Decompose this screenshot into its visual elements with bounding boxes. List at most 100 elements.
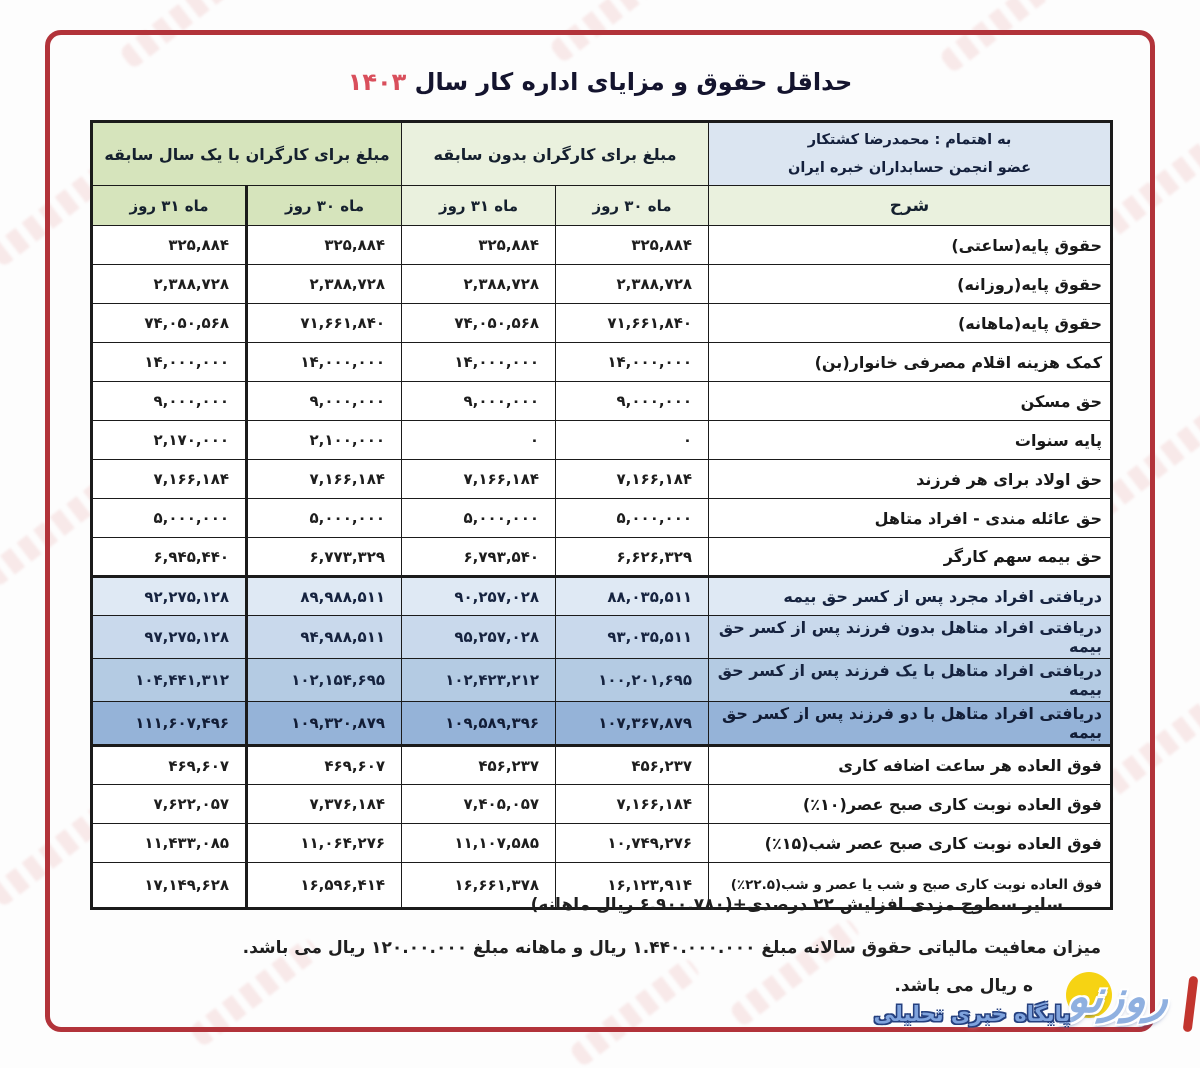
value-cell: ۷,۱۶۶,۱۸۴ [90,459,248,499]
row-label: دریافتی افراد مجرد پس از کسر حق بیمه [708,575,1113,616]
value-cell: ۷۴,۰۵۰,۵۶۸ [90,303,248,343]
row-label: دریافتی افراد متاهل با یک فرزند پس از کس… [708,658,1113,702]
value-cell: ۲,۳۸۸,۷۲۸ [245,264,403,304]
value-cell: ۱۶,۵۹۶,۴۱۴ [245,862,403,909]
table-row: حق عائله مندی - افراد متاهل ۵,۰۰۰,۰۰۰ ۵,۰۰… [90,498,1113,538]
value-cell: ۵,۰۰۰,۰۰۰ [401,498,557,538]
value-cell: ۱۰۲,۴۲۳,۲۱۲ [401,658,557,702]
value-cell: ۴۶۹,۶۰۷ [245,745,403,785]
value-cell: ۳۲۵,۸۸۴ [555,225,710,265]
value-cell: ۱۴,۰۰۰,۰۰۰ [555,342,710,382]
page-title: حداقل حقوق و مزایای اداره کار سال ۱۴۰۳ [45,68,1155,96]
value-cell: ۱۰۲,۱۵۴,۶۹۵ [245,658,403,702]
value-cell: ۸۸,۰۳۵,۵۱۱ [555,575,710,616]
row-label: حق اولاد برای هر فرزند [708,459,1113,499]
subheader-no-31: ماه ۳۱ روز [401,185,557,226]
value-cell: ۱۰۷,۳۶۷,۸۷۹ [555,701,710,747]
value-cell: ۴۶۹,۶۰۷ [90,745,248,785]
row-label: فوق العاده نوبت کاری صبح عصر(۱۰٪) [708,784,1113,824]
note-partial: ه ریال می باشد. [894,976,1033,996]
value-cell: ۳۲۵,۸۸۴ [90,225,248,265]
value-cell: ۹,۰۰۰,۰۰۰ [245,381,403,421]
row-label: حق مسکن [708,381,1113,421]
subheader-yr-31: ماه ۳۱ روز [90,185,248,226]
row-label: دریافتی افراد متاهل بدون فرزند پس از کسر… [708,615,1113,659]
value-cell: ۷۱,۶۶۱,۸۴۰ [555,303,710,343]
header-group-row: به اهتمام : محمدرضا کشتکار عضو انجمن حسا… [89,121,1113,186]
value-cell: ۲,۳۸۸,۷۲۸ [555,264,710,304]
logo-tagline: پایگاه خبری تحلیلی [873,1002,1071,1026]
table-row: حق اولاد برای هر فرزند ۷,۱۶۶,۱۸۴ ۷,۱۶۶,۱۸۴… [90,459,1113,499]
value-cell: ۷,۳۷۶,۱۸۴ [245,784,403,824]
title-year: ۱۴۰۳ [347,68,407,96]
table-row: فوق العاده هر ساعت اضافه کاری ۴۵۶,۲۳۷ ۴۵۶,… [90,745,1113,785]
value-cell: ۹۰,۲۵۷,۰۲۸ [401,575,557,616]
group-header-no-experience: مبلغ برای کارگران بدون سابقه [401,121,710,186]
value-cell: ۹۵,۲۵۷,۰۲۸ [401,615,557,659]
value-cell: ۲,۳۸۸,۷۲۸ [90,264,248,304]
value-cell: ۹۷,۲۷۵,۱۲۸ [90,615,248,659]
value-cell: ۹,۰۰۰,۰۰۰ [401,381,557,421]
value-cell: ۱۴,۰۰۰,۰۰۰ [90,342,248,382]
value-cell: ۱۷,۱۴۹,۶۲۸ [90,862,248,909]
value-cell: ۲,۳۸۸,۷۲۸ [401,264,557,304]
row-label: حقوق پایه(ماهانه) [708,303,1113,343]
table-row: دریافتی افراد متاهل بدون فرزند پس از کسر… [90,615,1113,659]
value-cell: ۴۵۶,۲۳۷ [401,745,557,785]
table-row: دریافتی افراد متاهل با یک فرزند پس از کس… [90,658,1113,702]
credit-line1: به اهتمام : محمدرضا کشتکار [807,131,1012,148]
header-sub-row: شرح ماه ۳۰ روز ماه ۳۱ روز ماه ۳۰ روز ماه… [90,185,1113,226]
table-row: کمک هزینه اقلام مصرفی خانوار(بن) ۱۴,۰۰۰,۰… [90,342,1113,382]
table-row: فوق العاده نوبت کاری صبح عصر(۱۰٪) ۷,۱۶۶,۱… [90,784,1113,824]
value-cell: ۱۰۴,۴۴۱,۳۱۲ [90,658,248,702]
table-row: فوق العاده نوبت کاری صبح عصر شب(۱۵٪) ۱۰,۷… [90,823,1113,863]
row-label: کمک هزینه اقلام مصرفی خانوار(بن) [708,342,1113,382]
value-cell: ۱۶,۱۲۳,۹۱۴ [555,862,710,909]
value-cell: ۱۶,۶۶۱,۳۷۸ [401,862,557,909]
row-label: حق بیمه سهم کارگر [708,537,1113,577]
value-cell: ۶,۹۴۵,۴۴۰ [90,537,248,577]
value-cell: ۱۰۰,۲۰۱,۶۹۵ [555,658,710,702]
value-cell: ۷,۶۲۲,۰۵۷ [90,784,248,824]
value-cell: ۹۳,۰۳۵,۵۱۱ [555,615,710,659]
value-cell: ۹۲,۲۷۵,۱۲۸ [90,575,248,616]
value-cell: ۷۱,۶۶۱,۸۴۰ [245,303,403,343]
row-label: پایه سنوات [708,420,1113,460]
value-cell: ۳۲۵,۸۸۴ [245,225,403,265]
value-cell: ۱۴,۰۰۰,۰۰۰ [401,342,557,382]
row-label: حقوق پایه(ساعتی) [708,225,1113,265]
value-cell: ۱۱,۰۶۴,۲۷۶ [245,823,403,863]
value-cell: ۰ [401,420,557,460]
table-row: حقوق پایه(ساعتی) ۳۲۵,۸۸۴ ۳۲۵,۸۸۴ ۳۲۵,۸۸۴ ۳۲۵… [90,225,1113,265]
note-wage-increase: سایر سطوح مزدی افزایش ۲۲ درصدی+(۶.۹۰۰.۷۸… [530,895,1063,915]
table-row: پایه سنوات ۰ ۰ ۲,۱۰۰,۰۰۰ ۲,۱۷۰,۰۰۰ [90,420,1113,460]
title-text: حداقل حقوق و مزایای اداره کار سال [414,68,853,96]
value-cell: ۹,۰۰۰,۰۰۰ [555,381,710,421]
value-cell: ۱۱,۱۰۷,۵۸۵ [401,823,557,863]
table-row: حقوق پایه(روزانه) ۲,۳۸۸,۷۲۸ ۲,۳۸۸,۷۲۸ ۲,۳۸۸… [90,264,1113,304]
row-label: حقوق پایه(روزانه) [708,264,1113,304]
value-cell: ۵,۰۰۰,۰۰۰ [90,498,248,538]
value-cell: ۹۴,۹۸۸,۵۱۱ [245,615,403,659]
value-cell: ۷,۴۰۵,۰۵۷ [401,784,557,824]
row-label: حق عائله مندی - افراد متاهل [708,498,1113,538]
sun-icon [1066,972,1112,1018]
salary-table: به اهتمام : محمدرضا کشتکار عضو انجمن حسا… [89,120,1114,910]
value-cell: ۷,۱۶۶,۱۸۴ [555,784,710,824]
value-cell: ۶,۶۲۶,۳۲۹ [555,537,710,577]
group-header-one-year: مبلغ برای کارگران با یک سال سابقه [89,121,403,186]
value-cell: ۳۲۵,۸۸۴ [401,225,557,265]
credit-line2: عضو انجمن حسابداران خبره ایران [788,160,1031,176]
value-cell: ۱۱۱,۶۰۷,۴۹۶ [90,701,248,747]
value-cell: ۵,۰۰۰,۰۰۰ [555,498,710,538]
value-cell: ۷۴,۰۵۰,۵۶۸ [401,303,557,343]
value-cell: ۲,۱۷۰,۰۰۰ [90,420,248,460]
subheader-no-30: ماه ۳۰ روز [555,185,710,226]
value-cell: ۴۵۶,۲۳۷ [555,745,710,785]
table-row: دریافتی افراد متاهل با دو فرزند پس از کس… [90,701,1113,747]
row-label: فوق العاده هر ساعت اضافه کاری [708,745,1113,785]
value-cell: ۹,۰۰۰,۰۰۰ [90,381,248,421]
value-cell: ۰ [555,420,710,460]
value-cell: ۶,۷۷۳,۳۲۹ [245,537,403,577]
value-cell: ۷,۱۶۶,۱۸۴ [245,459,403,499]
